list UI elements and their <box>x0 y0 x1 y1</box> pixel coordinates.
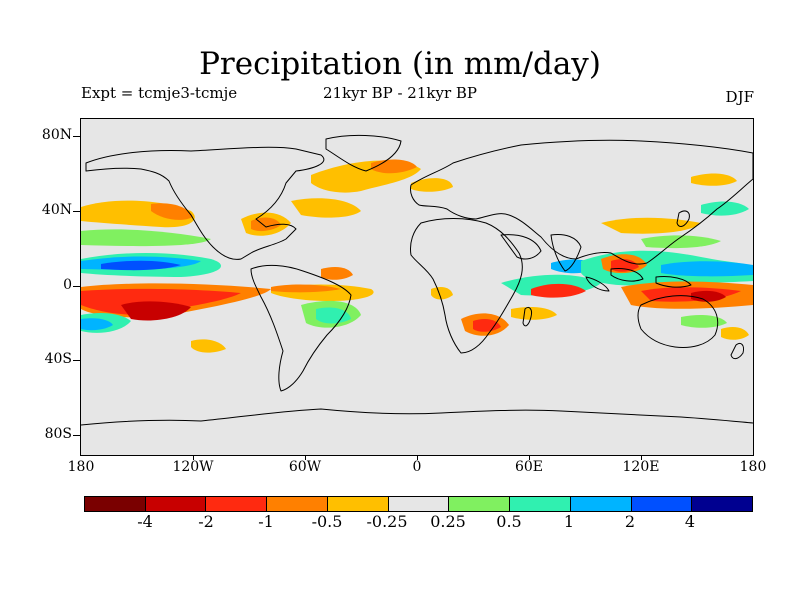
coastline-antarctica <box>81 408 753 426</box>
colorbar-label: -0.5 <box>311 512 343 531</box>
colorbar-label: 4 <box>684 512 696 531</box>
anomaly-region <box>661 261 753 277</box>
colorbar-label: -2 <box>198 512 214 531</box>
anomaly-region <box>411 178 453 192</box>
map-svg <box>81 134 753 426</box>
coastline-new-guinea <box>655 276 692 288</box>
coastline-india <box>550 234 582 272</box>
lat-label-80s: 80S <box>44 426 72 442</box>
lat-tick <box>73 136 80 137</box>
chart-title: Precipitation (in mm/day) <box>199 46 601 82</box>
lat-tick <box>73 360 80 361</box>
lon-tick <box>641 454 642 460</box>
lon-label-60w: 60W <box>288 459 322 475</box>
coastline-sumatra <box>585 276 610 292</box>
colorbar-swatch <box>509 497 570 511</box>
lon-tick <box>417 454 418 460</box>
colorbar <box>84 496 753 512</box>
anomaly-region <box>473 319 501 332</box>
lon-label-180w: 180 <box>67 459 95 475</box>
anomaly-region <box>681 315 727 328</box>
lon-tick <box>193 454 194 460</box>
colorbar-label: -4 <box>137 512 153 531</box>
coastline-arabia <box>500 234 542 260</box>
anomaly-region <box>691 290 726 302</box>
anomaly-region <box>531 283 586 298</box>
lon-tick <box>529 454 530 460</box>
lat-label-0: 0 <box>63 277 72 293</box>
experiment-label: Expt = tcmje3-tcmje <box>81 84 238 102</box>
lon-label-120e: 120E <box>622 459 660 475</box>
anomaly-region <box>431 287 453 300</box>
period-label: 21kyr BP - 21kyr BP <box>322 84 477 102</box>
coastline-borneo <box>610 268 644 282</box>
lat-tick <box>73 286 80 287</box>
anomaly-region <box>601 217 701 234</box>
lon-tick <box>305 454 306 460</box>
colorbar-swatch <box>569 497 631 511</box>
colorbar-swatch <box>266 497 327 511</box>
anomaly-region <box>691 173 737 186</box>
lon-label-120w: 120W <box>172 459 214 475</box>
colorbar-label: 2 <box>624 512 636 531</box>
anomaly-region <box>151 203 193 220</box>
anomaly-region <box>641 235 721 249</box>
colorbar-swatch <box>448 497 510 511</box>
colorbar-swatch <box>326 497 388 511</box>
anomaly-region <box>721 327 749 340</box>
anomaly-region <box>121 301 191 321</box>
anomaly-region <box>81 318 113 331</box>
colorbar-label: 0.25 <box>430 512 466 531</box>
colorbar-swatch <box>144 497 206 511</box>
anomaly-field <box>81 159 753 353</box>
coastline-eurasia <box>410 139 753 265</box>
anomaly-region <box>81 229 211 247</box>
anomaly-region <box>511 307 557 320</box>
colorbar-swatch <box>387 497 449 511</box>
anomaly-region <box>316 307 351 324</box>
anomaly-region <box>291 198 361 218</box>
coastline-south-america <box>250 264 352 392</box>
lat-label-80n: 80N <box>41 127 72 143</box>
coastline-new-zealand <box>730 342 744 360</box>
colorbar-label: 1 <box>563 512 575 531</box>
coastline-australia <box>637 295 719 348</box>
coastline-japan <box>676 210 690 227</box>
anomaly-region <box>271 284 341 293</box>
colorbar-label: -0.25 <box>366 512 408 531</box>
coastline-greenland <box>325 134 402 172</box>
season-label: DJF <box>725 88 754 106</box>
colorbar-swatch <box>85 497 145 511</box>
coastlines <box>81 134 753 426</box>
colorbar-swatch <box>691 497 753 511</box>
lat-label-40n: 40N <box>41 202 72 218</box>
coastline-madagascar <box>522 306 532 327</box>
lon-label-0: 0 <box>412 459 422 475</box>
lat-label-40s: 40S <box>44 351 72 367</box>
coastline-north-america <box>85 146 325 260</box>
colorbar-swatch <box>630 497 692 511</box>
anomaly-region <box>191 339 226 353</box>
colorbar-swatch <box>205 497 267 511</box>
colorbar-label: 0.5 <box>496 512 522 531</box>
lat-tick <box>73 211 80 212</box>
lon-label-60e: 60E <box>514 459 544 475</box>
coastline-africa <box>410 218 523 354</box>
anomaly-region <box>101 260 181 271</box>
map-panel <box>80 118 754 456</box>
lat-tick <box>73 435 80 436</box>
lon-label-180e: 180 <box>739 459 767 475</box>
colorbar-label: -1 <box>258 512 274 531</box>
anomaly-region <box>321 267 353 280</box>
